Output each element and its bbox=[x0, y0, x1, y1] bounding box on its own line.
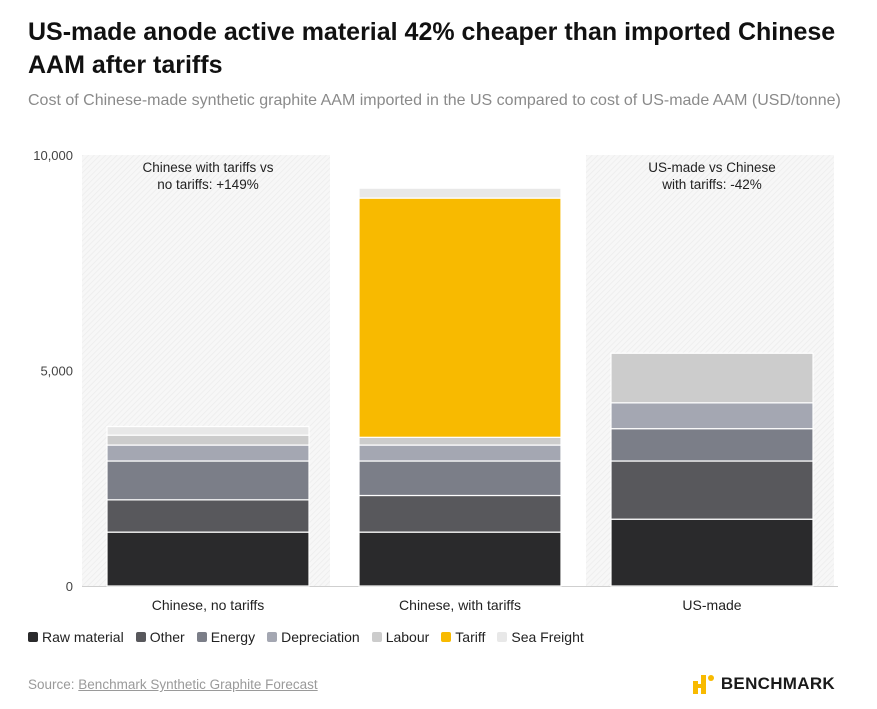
legend-swatch bbox=[196, 632, 207, 642]
legend-item-sea-freight: Sea Freight bbox=[497, 629, 584, 645]
bar-segment-raw-material bbox=[358, 531, 562, 587]
bar-segment-other bbox=[610, 460, 814, 520]
x-tick-label: Chinese, no tariffs bbox=[152, 597, 265, 613]
brand-name: BENCHMARK bbox=[720, 674, 835, 693]
legend-swatch bbox=[135, 632, 146, 642]
legend-item-other: Other bbox=[135, 629, 185, 645]
source-prefix: Source: bbox=[28, 677, 75, 692]
legend-label: Depreciation bbox=[281, 629, 360, 645]
x-tick-label: Chinese, with tariffs bbox=[399, 597, 521, 613]
legend-label: Labour bbox=[385, 629, 430, 645]
legend-label: Energy bbox=[210, 629, 256, 645]
chart-title: US-made anode active material 42% cheape… bbox=[28, 18, 836, 79]
brand-logo: BENCHMARK bbox=[691, 673, 835, 695]
bar-segment-depreciation bbox=[358, 444, 562, 462]
stacked-bar-chart: 0 5,000 10,000 Chinese, no tariffs Chinese,… bbox=[33, 148, 838, 613]
y-tick-label: 10,000 bbox=[33, 148, 73, 163]
bar-segment-depreciation bbox=[106, 444, 310, 462]
legend-item-labour: Labour bbox=[371, 629, 430, 645]
annotation-text: Chinese with tariffs vs no tariffs: +149% bbox=[142, 160, 273, 192]
legend-label: Other bbox=[149, 629, 185, 645]
legend-label: Sea Freight bbox=[511, 629, 584, 645]
y-tick-label: 0 bbox=[66, 579, 73, 594]
legend-swatch bbox=[267, 632, 278, 642]
legend-item-energy: Energy bbox=[196, 629, 256, 645]
chart-subtitle: Cost of Chinese-made synthetic graphite … bbox=[28, 92, 841, 109]
bar-segment-sea-freight bbox=[358, 187, 562, 199]
bar-segment-other bbox=[358, 494, 562, 533]
bar-segment-labour bbox=[610, 352, 814, 404]
bar-segment-labour bbox=[106, 434, 310, 446]
bar-segment-sea-freight bbox=[106, 425, 310, 436]
legend-swatch bbox=[28, 632, 38, 642]
legend-swatch bbox=[371, 632, 382, 642]
source-note: Source: Benchmark Synthetic Graphite For… bbox=[28, 677, 318, 692]
chart-legend: Raw material Other Energy Depreciation Labou… bbox=[28, 629, 596, 645]
x-tick-label: US-made bbox=[682, 597, 741, 613]
source-link[interactable]: Benchmark Synthetic Graphite Forecast bbox=[78, 677, 318, 692]
bar-segment-labour bbox=[358, 436, 562, 446]
bar-segment-energy bbox=[358, 460, 562, 497]
bar-segment-depreciation bbox=[610, 402, 814, 430]
legend-label: Tariff bbox=[455, 629, 486, 645]
legend-item-depreciation: Depreciation bbox=[267, 629, 360, 645]
legend-item-tariff: Tariff bbox=[441, 629, 485, 645]
bar-segment-raw-material bbox=[610, 518, 814, 587]
benchmark-logo-icon bbox=[692, 675, 714, 694]
bar-segment-other bbox=[106, 499, 310, 533]
legend-swatch bbox=[497, 632, 508, 642]
legend-item-raw-material: Raw material bbox=[28, 629, 124, 645]
legend-label: Raw material bbox=[42, 629, 124, 645]
bar-segment-energy bbox=[610, 428, 814, 462]
bar-segment-raw-material bbox=[106, 531, 310, 587]
bar-segment-energy bbox=[106, 460, 310, 501]
legend-swatch bbox=[441, 632, 452, 642]
annotation-text: US-made vs Chinese with tariffs: -42% bbox=[648, 160, 776, 192]
bar-segment-tariff bbox=[358, 197, 562, 438]
y-tick-label: 5,000 bbox=[40, 364, 73, 379]
